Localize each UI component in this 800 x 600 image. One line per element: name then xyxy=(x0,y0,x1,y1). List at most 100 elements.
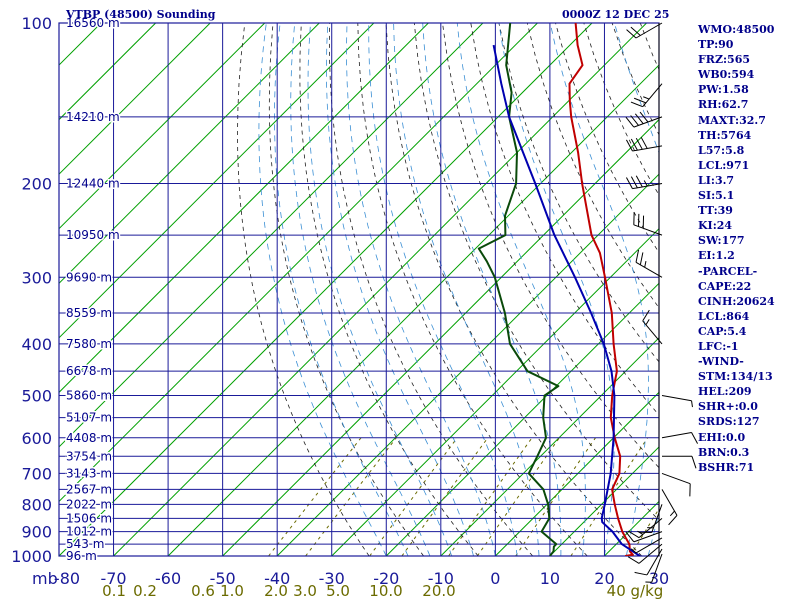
mixing-ratio-label: 1.0 xyxy=(220,582,244,600)
pressure-tick-label: 800 xyxy=(21,495,52,514)
indices-panel: WMO:48500 TP:90 FRZ:565 WB0:594 PW:1.58 RH:62… xyxy=(698,22,798,475)
temperature-tick-label: 10 xyxy=(540,569,560,588)
temperature-tick-label: -40 xyxy=(264,569,290,588)
sounding-index: CAPE:22 xyxy=(698,279,752,293)
isotherm-line xyxy=(59,23,375,339)
mixing-ratio-label: 5.0 xyxy=(326,582,350,600)
height-label: 7580 m xyxy=(66,337,112,351)
wind-barb-half-flag xyxy=(644,261,647,268)
sounding-index: LCL:971 xyxy=(698,158,750,172)
wind-barb-staff xyxy=(661,432,692,439)
sounding-index: EI:1.2 xyxy=(698,249,735,263)
wind-barb-flag xyxy=(625,177,633,189)
pressure-tick-label: 100 xyxy=(21,14,52,33)
wind-barb-flag xyxy=(630,176,638,189)
sounding-index: -PARCEL- xyxy=(698,264,758,278)
isotherm-line xyxy=(167,64,659,556)
wind-barb-half-flag xyxy=(691,400,693,408)
sounding-index: PW:1.58 xyxy=(698,83,749,97)
sounding-index: HEL:209 xyxy=(698,385,752,399)
sounding-index: LCL:864 xyxy=(698,309,750,323)
sounding-index: TH:5764 xyxy=(698,128,752,142)
dry-adiabat-line xyxy=(268,23,424,556)
sounding-index: STM:134/13 xyxy=(698,370,773,384)
isotherm-line xyxy=(59,23,211,175)
wind-barb-staff xyxy=(642,320,663,345)
dry-adiabat-line xyxy=(237,23,370,556)
temperature-tick-label: 30 xyxy=(649,569,669,588)
height-label: 2022 m xyxy=(66,497,112,511)
sounding-index: RH:62.7 xyxy=(698,98,749,112)
wind-barb-flag xyxy=(625,116,635,128)
wind-barb xyxy=(626,22,663,39)
wind-barb-flag xyxy=(691,432,699,444)
mixing-ratio-label: 40 g/kg xyxy=(607,582,664,600)
wind-barb-flag xyxy=(635,175,643,188)
mixing-ratio-label: 0.2 xyxy=(133,582,157,600)
sounding-index: TP:90 xyxy=(698,38,734,52)
pressure-tick-label: 500 xyxy=(21,387,52,406)
height-label: 543 m xyxy=(66,537,104,551)
temperature-tick-label: 0 xyxy=(490,569,500,588)
height-label: 96 m xyxy=(66,549,97,563)
wind-barb-staff xyxy=(651,553,663,583)
wind-barb-flag xyxy=(627,530,640,539)
wind-barb xyxy=(661,432,699,444)
sounding-index: CINH:20624 xyxy=(698,294,775,308)
height-label: 6678 m xyxy=(66,364,112,378)
wind-barb xyxy=(630,537,663,554)
wind-barb-flag xyxy=(625,139,633,152)
height-label: 4408 m xyxy=(66,431,112,445)
wind-barb-staff xyxy=(661,472,691,485)
temperature-tick-label: -70 xyxy=(100,569,126,588)
mixing-ratio-label: 20.0 xyxy=(422,582,455,600)
wind-barb xyxy=(634,548,663,576)
temperature-tick-label: -30 xyxy=(319,569,345,588)
temperature-tick-label: -50 xyxy=(210,569,236,588)
wind-barb-flag xyxy=(630,26,641,36)
sounding-profiles xyxy=(477,23,641,556)
wind-barb-half-flag xyxy=(637,530,644,535)
wind-barb-staff xyxy=(633,531,663,543)
pressure-tick-label: 400 xyxy=(21,335,52,354)
isotherm-line xyxy=(59,23,266,230)
parcel-profile xyxy=(492,44,641,556)
temperature-tick-label: -20 xyxy=(373,569,399,588)
dry-adiabat-line xyxy=(413,23,659,521)
height-label: 8559 m xyxy=(66,306,112,320)
isotherm-line xyxy=(440,337,659,556)
isotherm-line xyxy=(59,23,484,448)
pressure-axis-unit: mb xyxy=(32,569,58,588)
isotherm-line xyxy=(59,23,429,394)
sounding-index: TT:39 xyxy=(698,204,733,218)
wind-barb-half-flag xyxy=(645,319,650,326)
moist-adiabat-line xyxy=(614,23,659,556)
wind-barb-flag xyxy=(642,309,650,322)
mixing-ratio-line xyxy=(570,437,649,556)
wind-barb xyxy=(625,531,663,543)
wind-barb xyxy=(661,472,691,497)
wind-barb xyxy=(635,249,663,278)
dry-adiabat-line xyxy=(385,23,643,556)
wind-barb-flag xyxy=(626,29,637,39)
wind-barb-half-flag xyxy=(643,180,648,187)
height-label: 1012 m xyxy=(66,525,112,539)
wind-barb-flag xyxy=(691,456,697,469)
height-label: 16560 m xyxy=(66,16,120,30)
wind-barb xyxy=(625,137,663,152)
wind-barb-staff xyxy=(661,395,692,402)
wind-barb xyxy=(639,504,663,534)
moist-adiabat-line xyxy=(290,23,431,556)
sounding-index: MAXT:32.7 xyxy=(698,113,766,127)
wind-barb-flag xyxy=(630,115,639,126)
wind-barb-flag xyxy=(630,101,643,108)
sounding-index: SRDS:127 xyxy=(698,415,760,429)
height-label: 3754 m xyxy=(66,449,112,463)
wind-barb xyxy=(661,489,678,526)
isotherm-line xyxy=(385,282,659,556)
temperature-tick-label: 20 xyxy=(594,569,614,588)
wind-barb-flag xyxy=(640,137,648,149)
mixing-ratio-label: 2.0 xyxy=(264,582,288,600)
height-label: 5107 m xyxy=(66,411,112,425)
